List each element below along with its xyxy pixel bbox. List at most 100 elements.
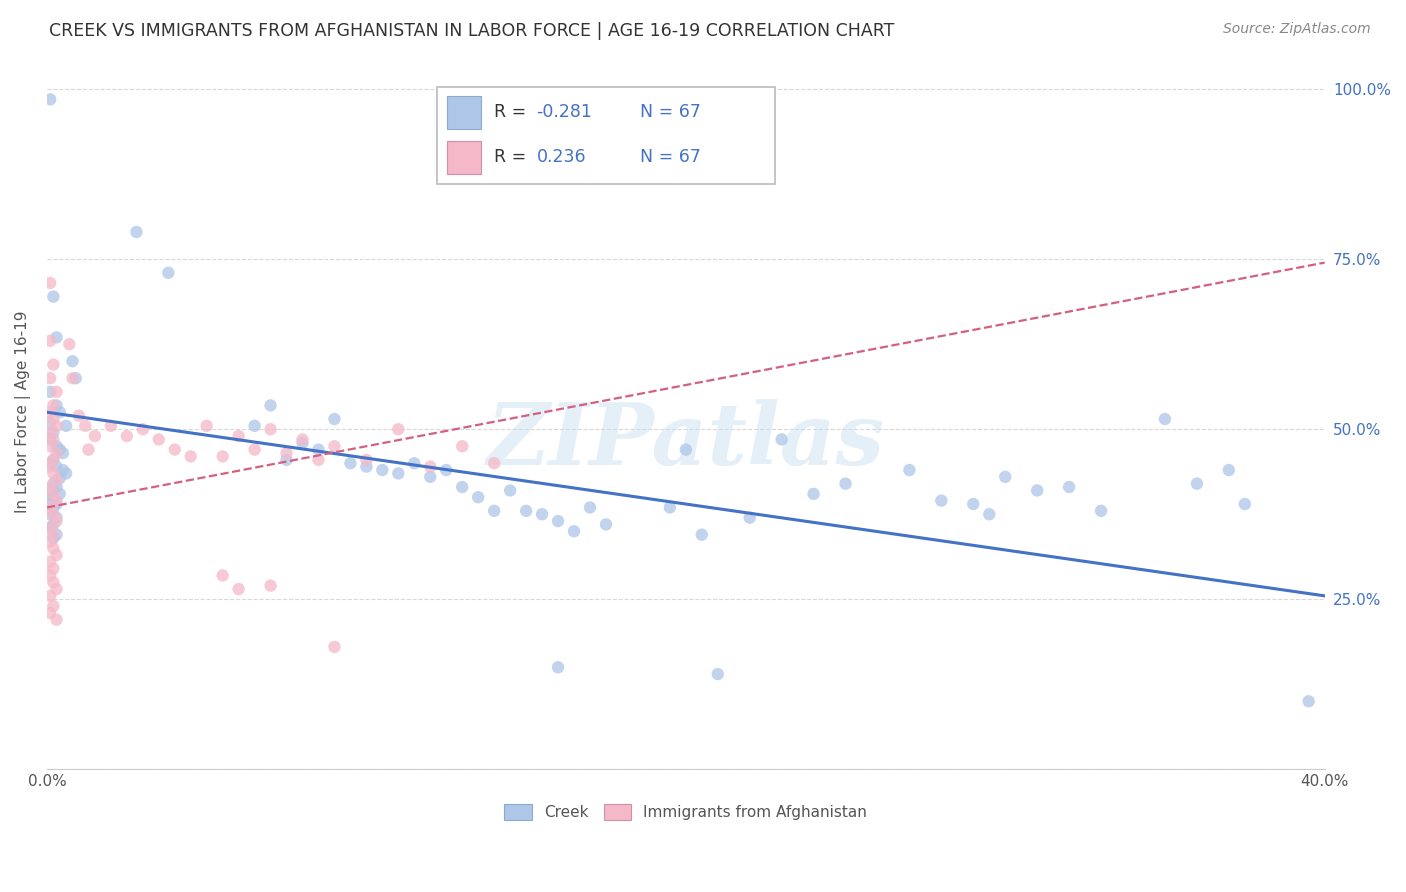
Point: [228, 582, 250, 596]
Point: [931, 493, 953, 508]
Point: [42, 467, 65, 481]
Point: [42, 517, 65, 532]
Point: [658, 500, 681, 515]
Point: [39, 568, 62, 582]
Point: [308, 442, 330, 457]
Point: [387, 467, 409, 481]
Point: [42, 453, 65, 467]
Point: [1090, 504, 1112, 518]
Point: [39, 493, 62, 508]
Point: [39, 276, 62, 290]
Point: [55, 418, 77, 433]
Text: ZIPatlas: ZIPatlas: [486, 399, 884, 483]
Point: [39, 500, 62, 515]
Point: [39, 480, 62, 494]
Point: [387, 422, 409, 436]
Point: [39, 508, 62, 522]
Point: [45, 446, 67, 460]
Point: [39, 555, 62, 569]
Point: [45, 613, 67, 627]
Point: [42, 290, 65, 304]
Point: [42, 453, 65, 467]
Point: [48, 442, 70, 457]
Point: [100, 418, 122, 433]
Point: [39, 425, 62, 440]
Point: [499, 483, 522, 498]
Point: [62, 371, 84, 385]
Point: [39, 439, 62, 453]
Point: [157, 266, 180, 280]
Point: [42, 399, 65, 413]
Point: [562, 524, 585, 539]
Point: [371, 463, 394, 477]
Point: [404, 456, 426, 470]
Point: [482, 504, 505, 518]
Point: [58, 337, 80, 351]
Point: [690, 527, 713, 541]
Point: [39, 534, 62, 549]
Point: [515, 504, 537, 518]
Point: [42, 599, 65, 613]
Point: [45, 439, 67, 453]
Point: [228, 429, 250, 443]
Point: [595, 517, 617, 532]
Point: [62, 354, 84, 368]
Point: [39, 456, 62, 470]
Point: [45, 459, 67, 474]
Point: [77, 442, 100, 457]
Point: [547, 514, 569, 528]
Point: [706, 667, 728, 681]
Point: [55, 467, 77, 481]
Point: [276, 446, 298, 460]
Point: [738, 510, 761, 524]
Point: [42, 433, 65, 447]
Point: [834, 476, 856, 491]
Point: [259, 422, 281, 436]
Point: [42, 541, 65, 556]
Point: [42, 412, 65, 426]
Point: [67, 409, 90, 423]
Point: [211, 450, 233, 464]
Point: [45, 548, 67, 562]
Point: [770, 433, 793, 447]
Point: [259, 399, 281, 413]
Point: [39, 405, 62, 419]
Point: [451, 439, 474, 453]
Point: [115, 429, 138, 443]
Point: [180, 450, 202, 464]
Point: [52, 446, 75, 460]
Point: [356, 453, 378, 467]
Point: [962, 497, 984, 511]
Point: [45, 399, 67, 413]
Point: [42, 531, 65, 545]
Point: [211, 568, 233, 582]
Point: [291, 433, 314, 447]
Point: [579, 500, 602, 515]
Point: [42, 527, 65, 541]
Point: [45, 527, 67, 541]
Point: [39, 483, 62, 498]
Point: [42, 508, 65, 522]
Point: [243, 418, 266, 433]
Point: [45, 514, 67, 528]
Point: [39, 589, 62, 603]
Point: [323, 439, 346, 453]
Point: [45, 418, 67, 433]
Point: [259, 579, 281, 593]
Point: [467, 490, 489, 504]
Point: [1233, 497, 1256, 511]
Text: Source: ZipAtlas.com: Source: ZipAtlas.com: [1223, 22, 1371, 37]
Point: [42, 500, 65, 515]
Point: [1218, 463, 1240, 477]
Point: [39, 416, 62, 430]
Point: [42, 490, 65, 504]
Point: [42, 425, 65, 440]
Point: [125, 225, 148, 239]
Point: [42, 562, 65, 576]
Point: [1298, 694, 1320, 708]
Point: [419, 459, 441, 474]
Point: [547, 660, 569, 674]
Point: [39, 521, 62, 535]
Point: [323, 412, 346, 426]
Point: [39, 521, 62, 535]
